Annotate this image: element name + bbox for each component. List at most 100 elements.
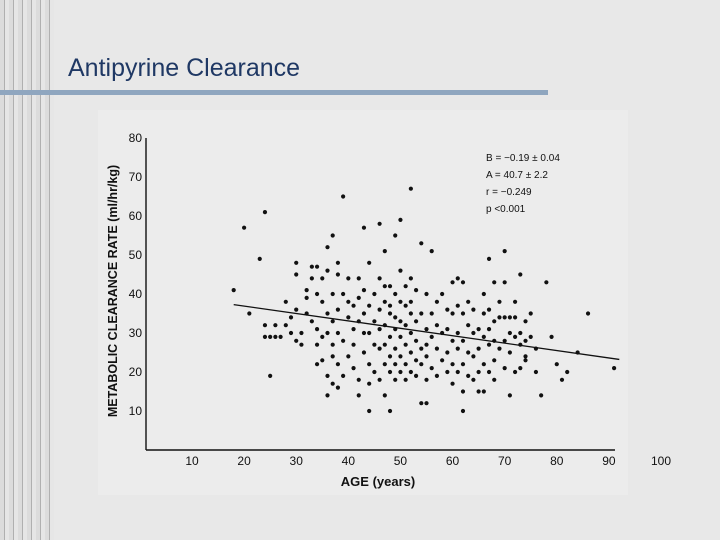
x-tick-label: 20 [237,454,251,468]
data-point [382,342,387,347]
data-point [361,330,367,336]
data-point [361,311,367,316]
data-point [398,334,403,339]
data-point [377,346,382,351]
data-point [445,327,450,332]
data-point [445,350,450,355]
data-point [585,311,591,316]
data-point [424,342,429,347]
data-point [512,334,518,339]
data-point [424,327,429,332]
data-point [507,330,512,336]
data-point [476,389,481,394]
data-point [325,373,330,378]
data-point [507,350,512,355]
data-point [471,377,476,382]
data-point [335,307,341,312]
y-tick-label: 80 [129,131,143,145]
data-point [387,334,393,339]
data-point [440,358,445,363]
data-point [361,350,367,355]
data-point [403,377,408,382]
data-point [367,362,372,367]
data-point [486,342,492,347]
data-point [497,299,502,304]
data-point [351,327,356,332]
data-point [408,311,413,316]
data-point [335,272,341,277]
data-point [549,334,554,339]
data-point [455,330,460,336]
data-point [507,315,512,320]
data-point [335,260,341,265]
data-point [450,280,455,285]
data-point [419,401,424,406]
data-point [403,362,408,367]
data-point [387,311,393,316]
x-axis-label: AGE (years) [341,474,415,489]
data-point [231,288,236,293]
data-point [492,319,497,324]
data-point [278,334,283,339]
data-point [497,315,502,320]
data-point [393,377,398,382]
data-point [471,330,476,336]
data-point [450,311,455,316]
data-point [424,291,429,297]
data-point [262,334,268,339]
data-point [330,381,335,386]
data-point [294,338,299,343]
data-point [450,381,455,386]
data-point [434,373,440,378]
data-point [330,233,335,238]
data-point [554,362,559,367]
data-point [539,393,544,398]
data-point [398,299,403,304]
data-point [413,288,419,293]
data-point [304,295,309,300]
data-point [408,350,413,355]
data-point [460,408,466,414]
data-point [398,217,403,222]
regression-line [233,303,620,361]
data-point [403,342,408,347]
data-point [413,358,419,363]
data-point [434,323,440,328]
data-point [283,323,288,328]
data-point [612,366,617,371]
data-point [429,311,434,316]
y-tick-label: 30 [129,326,143,340]
data-point [314,264,320,269]
data-point [393,315,398,320]
data-point [413,373,419,378]
data-point [367,381,372,386]
data-point [377,276,382,281]
data-point [320,299,325,304]
data-point [330,354,335,359]
data-point [476,369,481,375]
data-point [346,276,351,281]
data-point [325,393,330,398]
data-point [382,249,387,254]
data-point [346,299,351,304]
data-point [351,366,356,371]
data-point [455,276,460,281]
data-point [372,342,377,347]
data-point [528,334,533,339]
data-point [320,334,325,339]
title-underline [0,90,548,95]
data-point [367,303,372,308]
data-point [325,268,330,273]
y-tick-label: 10 [129,404,143,418]
data-point [283,299,288,304]
data-point [413,319,419,324]
data-point [268,334,273,339]
data-point [471,307,476,312]
data-point [377,221,382,226]
data-point [492,358,497,363]
data-point [502,280,507,285]
x-tick-label: 100 [651,454,671,468]
data-point [403,284,408,289]
data-point [440,291,445,297]
data-point [294,272,299,277]
